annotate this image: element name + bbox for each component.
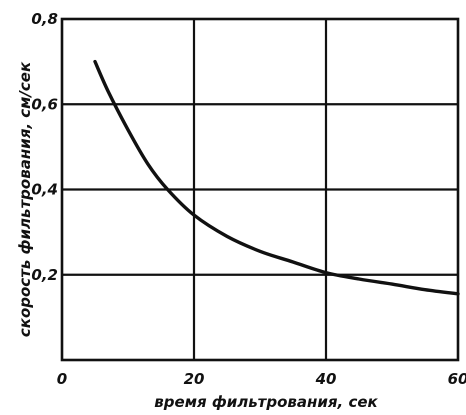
x-axis-title: время фильтрования, сек xyxy=(154,393,378,411)
grid-lines xyxy=(62,19,458,360)
x-tick-labels: 0 20 40 60 xyxy=(57,370,466,388)
x-tick-label: 60 xyxy=(448,370,466,388)
curves xyxy=(93,59,460,296)
y-tick-labels: 0,2 0,4 0,6 0,8 xyxy=(31,10,58,284)
y-axis-title: скорость фильтрования, см/сек xyxy=(16,61,34,337)
y-tick-label: 0,6 xyxy=(31,95,58,113)
y-tick-label: 0,2 xyxy=(31,266,58,284)
y-tick-label: 0,8 xyxy=(31,10,58,28)
y-tick-label: 0,4 xyxy=(31,181,58,199)
x-tick-label: 0 xyxy=(57,370,67,388)
plot-frame xyxy=(60,17,460,362)
rate-curve xyxy=(93,59,460,296)
x-tick-label: 40 xyxy=(315,370,337,388)
x-tick-label: 20 xyxy=(184,370,205,388)
